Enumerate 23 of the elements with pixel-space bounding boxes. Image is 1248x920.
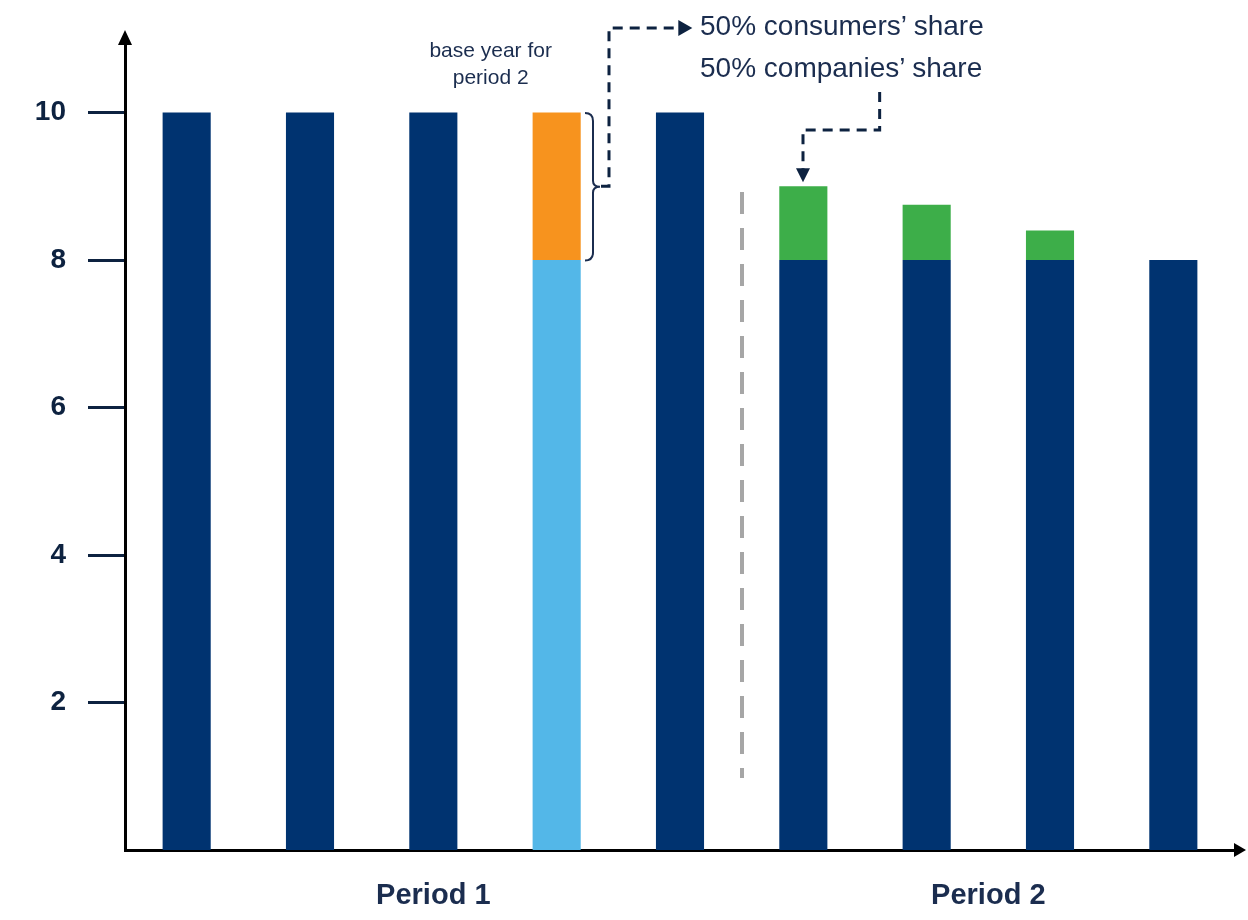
bar xyxy=(409,112,458,850)
bar xyxy=(655,112,705,850)
bar xyxy=(779,186,828,261)
bar xyxy=(532,260,581,850)
y-tick-label: 8 xyxy=(50,242,66,274)
annotation: 50% consumers’ share xyxy=(700,10,984,42)
y-tick-label: 2 xyxy=(50,685,66,717)
bar xyxy=(1025,260,1075,850)
bar xyxy=(285,112,335,850)
bar xyxy=(779,260,828,850)
bar xyxy=(1149,260,1198,850)
annotation: base year for period 2 xyxy=(428,37,553,91)
bar xyxy=(902,260,951,850)
y-tick-label: 6 xyxy=(50,390,66,422)
bar xyxy=(1025,230,1075,261)
bar xyxy=(532,112,581,261)
bar xyxy=(902,204,951,261)
y-tick-label: 10 xyxy=(34,95,66,127)
text: Period 1 xyxy=(376,878,491,911)
annotation: 50% companies’ share xyxy=(700,52,983,84)
bar xyxy=(162,112,211,850)
text: Period 2 xyxy=(931,878,1046,911)
y-tick-label: 4 xyxy=(50,537,67,569)
